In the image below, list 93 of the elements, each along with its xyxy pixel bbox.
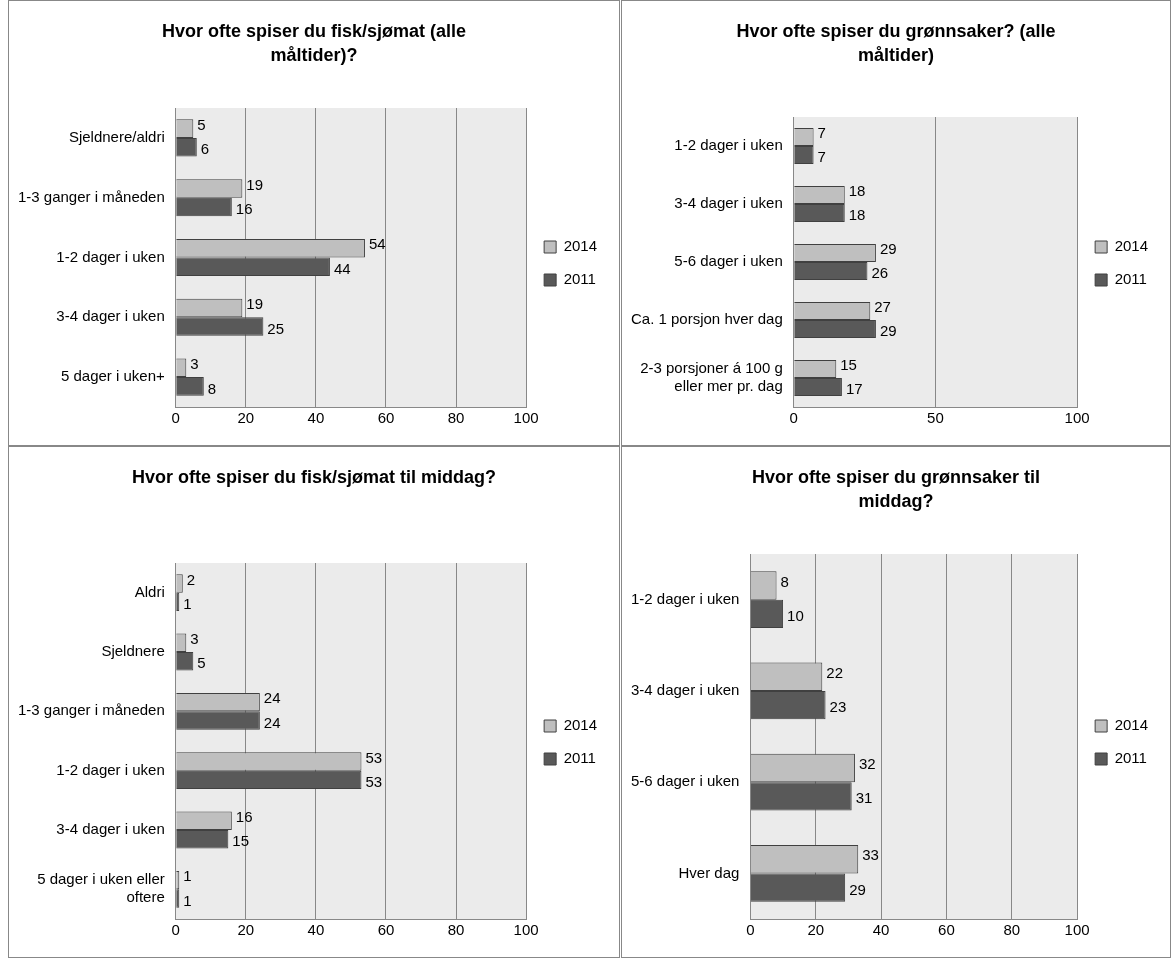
legend-label: 2014 <box>563 237 598 255</box>
x-tick-label: 40 <box>872 921 890 939</box>
x-tick-label: 80 <box>1003 921 1021 939</box>
x-tick-label: 0 <box>746 921 755 939</box>
x-tick-label: 80 <box>447 921 465 939</box>
data-label: 22 <box>826 663 843 681</box>
y-tick-label: Sjeldnere <box>101 642 165 660</box>
chart-title: Hvor ofte spiser du fisk/sjømat til middag? <box>130 466 498 489</box>
data-label: 18 <box>848 182 866 200</box>
y-tick-label: 5 dager i uken+ <box>60 367 166 385</box>
x-tick-label: 60 <box>377 409 395 427</box>
data-label: 24 <box>263 689 281 707</box>
data-label: 16 <box>235 807 253 825</box>
data-label: 5 <box>197 654 206 672</box>
y-tick-label: 5-6 dager i uken <box>674 252 783 270</box>
data-label: 44 <box>333 259 351 277</box>
y-tick-label: 1-3 ganger i måneden <box>17 187 165 205</box>
y-tick-label: 1-3 ganger i måneden <box>17 701 165 719</box>
data-label: 16 <box>235 200 253 218</box>
x-tick-label: 100 <box>513 409 539 427</box>
data-label: 32 <box>858 755 876 773</box>
x-tick-label: 50 <box>927 409 944 427</box>
y-tick-label: Aldri <box>134 582 165 600</box>
data-label: 1 <box>183 867 192 885</box>
x-tick-label: 0 <box>171 409 180 427</box>
x-tick-label: 20 <box>807 921 825 939</box>
data-label: 53 <box>365 748 383 766</box>
data-label: 7 <box>817 148 826 166</box>
data-label: 10 <box>787 606 804 624</box>
y-tick-label: 1-2 dager i uken <box>674 136 783 154</box>
y-tick-label: 3-4 dager i uken <box>631 681 740 699</box>
legend-label: 2011 <box>563 749 596 767</box>
legend-label: 2014 <box>1114 237 1149 255</box>
x-tick-label: 20 <box>237 409 255 427</box>
data-label: 31 <box>855 789 873 807</box>
data-label: 8 <box>780 572 789 590</box>
x-tick-label: 40 <box>307 921 325 939</box>
data-label: 15 <box>840 356 857 374</box>
legend-label: 2014 <box>563 716 598 734</box>
legend-label: 2011 <box>563 270 596 288</box>
x-tick-label: 80 <box>447 409 465 427</box>
data-label: 29 <box>879 240 897 258</box>
x-tick-label: 40 <box>307 409 325 427</box>
x-tick-label: 100 <box>1064 409 1090 427</box>
data-label: 54 <box>368 235 386 253</box>
y-tick-label: 3-4 dager i uken <box>56 307 165 325</box>
y-tick-label: 1-2 dager i uken <box>56 247 165 265</box>
x-tick-label: 60 <box>938 921 955 939</box>
data-label: 15 <box>232 832 250 850</box>
y-tick-label: 1-2 dager i uken <box>56 760 165 778</box>
data-label: 26 <box>871 264 889 282</box>
data-label: 27 <box>874 298 891 316</box>
data-label: 7 <box>817 124 826 142</box>
data-label: 19 <box>246 175 264 193</box>
data-label: 5 <box>197 115 206 133</box>
data-label: 29 <box>849 880 866 898</box>
data-label: 17 <box>845 380 863 398</box>
y-tick-label: 2-3 porsjoner á 100 g eller mer pr. dag <box>640 359 783 395</box>
x-tick-label: 100 <box>513 921 539 939</box>
legend-label: 2011 <box>1114 270 1147 288</box>
chart-title: Hvor ofte spiser du grønnsaker? (alle måltider) <box>735 20 1057 67</box>
y-tick-label: 3-4 dager i uken <box>56 820 165 838</box>
data-label: 33 <box>862 846 879 864</box>
chart-title: Hvor ofte spiser du fisk/sjømat (alle måltider)? <box>160 20 468 67</box>
y-tick-label: Hver dag <box>678 863 740 881</box>
y-tick-label: 3-4 dager i uken <box>674 194 783 212</box>
data-label: 6 <box>200 140 210 158</box>
data-label: 18 <box>848 206 866 224</box>
x-tick-label: 0 <box>789 409 798 427</box>
legend-label: 2011 <box>1114 749 1147 767</box>
x-tick-label: 60 <box>377 921 395 939</box>
data-label: 3 <box>190 629 199 647</box>
y-tick-label: 1-2 dager i uken <box>631 589 740 607</box>
chart-title: Hvor ofte spiser du grønnsaker til middag? <box>750 466 1042 513</box>
data-label: 29 <box>879 322 897 340</box>
data-label: 8 <box>207 379 217 397</box>
x-tick-label: 0 <box>171 921 180 939</box>
y-tick-label: Ca. 1 porsjon hver dag <box>630 310 783 328</box>
y-tick-label: 5-6 dager i uken <box>631 772 740 790</box>
legend-label: 2014 <box>1114 716 1149 734</box>
y-tick-label: Sjeldnere/aldri <box>68 128 165 146</box>
data-label: 2 <box>186 570 196 588</box>
data-label: 1 <box>183 595 192 612</box>
data-label: 23 <box>829 698 847 716</box>
data-label: 53 <box>365 773 383 790</box>
x-tick-label: 100 <box>1064 921 1090 939</box>
data-label: 25 <box>267 319 285 337</box>
data-label: 19 <box>246 295 264 313</box>
data-label: 1 <box>183 891 192 909</box>
data-label: 24 <box>263 713 281 731</box>
y-tick-label: 5 dager i uken eller oftere <box>37 870 165 906</box>
x-tick-label: 20 <box>237 921 255 939</box>
data-label: 3 <box>190 354 199 372</box>
